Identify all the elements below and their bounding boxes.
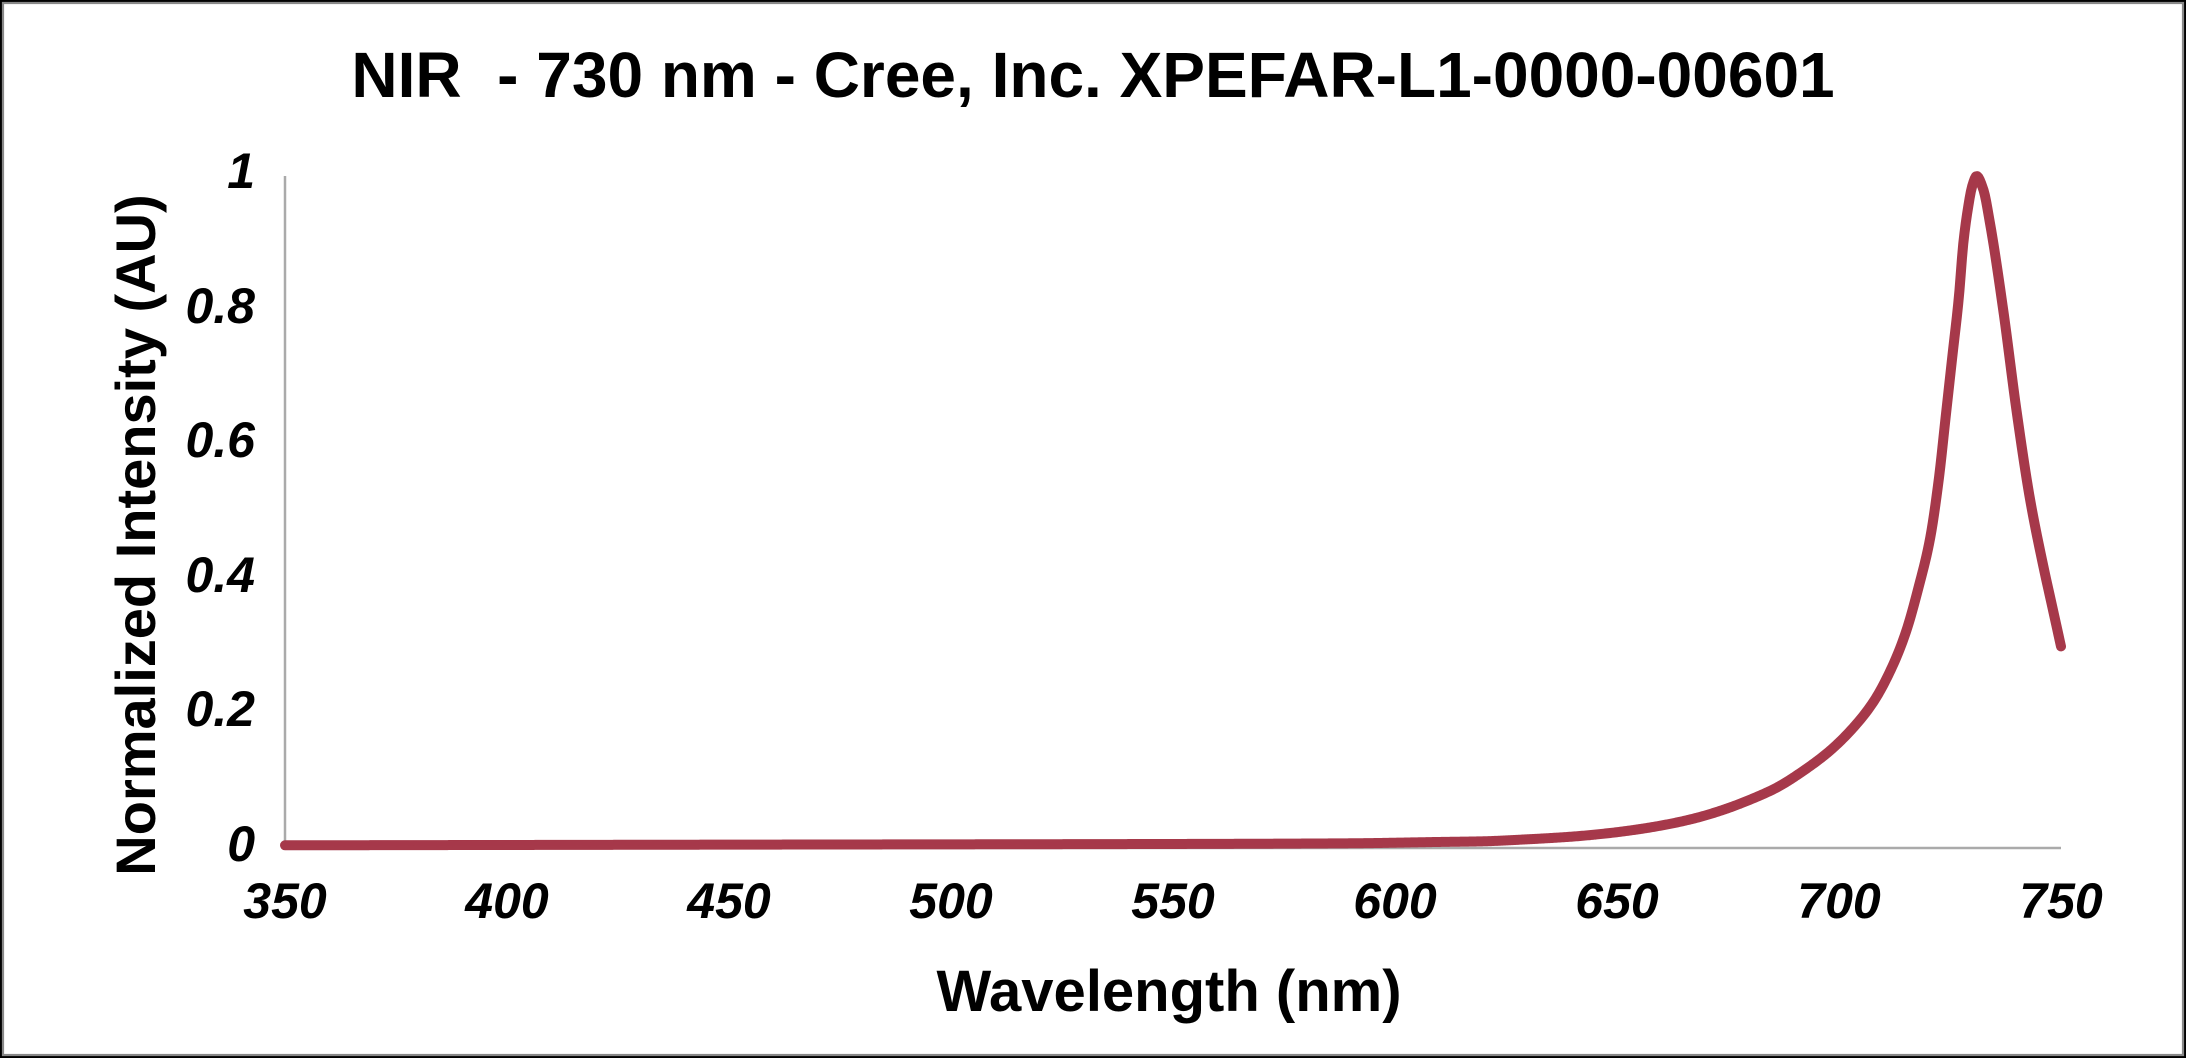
svg-text:NIR - 730 nm - Cree, Inc. XPE: NIR - 730 nm - Cree, Inc. XPEFAR-L1-0000… (351, 39, 1834, 111)
svg-text:600: 600 (1353, 873, 1437, 929)
svg-text:700: 700 (1797, 873, 1881, 929)
svg-text:400: 400 (464, 873, 549, 929)
svg-text:0.2: 0.2 (185, 681, 255, 737)
svg-text:550: 550 (1131, 873, 1215, 929)
svg-text:Normalized Intensity (AU): Normalized Intensity (AU) (104, 194, 167, 875)
svg-text:0.4: 0.4 (185, 547, 255, 603)
svg-text:0.6: 0.6 (185, 412, 256, 468)
svg-text:Wavelength (nm): Wavelength (nm) (936, 959, 1401, 1024)
svg-text:0: 0 (227, 816, 255, 872)
svg-text:0.8: 0.8 (185, 278, 255, 334)
svg-text:350: 350 (243, 873, 327, 929)
svg-text:450: 450 (686, 873, 771, 929)
svg-text:750: 750 (2019, 873, 2103, 929)
svg-text:650: 650 (1575, 873, 1659, 929)
svg-text:500: 500 (909, 873, 993, 929)
svg-text:1: 1 (227, 143, 255, 199)
